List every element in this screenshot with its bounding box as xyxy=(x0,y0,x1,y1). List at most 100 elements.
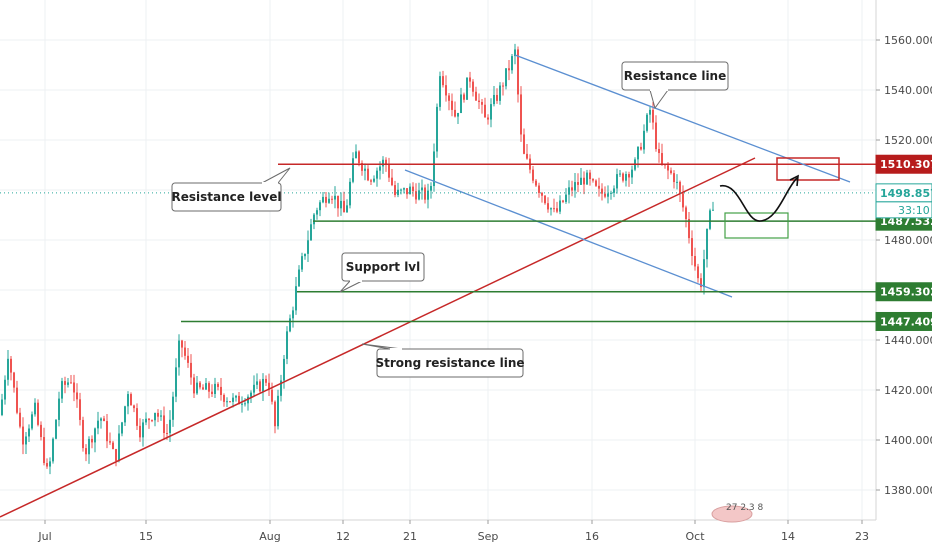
x-tick-label: 12 xyxy=(336,530,350,543)
candle-body xyxy=(121,422,123,434)
candle-body xyxy=(493,94,495,105)
candle-body xyxy=(466,77,468,100)
x-tick-label: 23 xyxy=(855,530,869,543)
candle-body xyxy=(595,180,597,186)
candle-body xyxy=(649,109,651,115)
target-box-red xyxy=(776,157,840,181)
candle-body xyxy=(160,415,162,417)
candle-body xyxy=(700,278,702,288)
candle-body xyxy=(406,188,408,195)
candle-body xyxy=(322,196,324,203)
candle-body xyxy=(619,173,621,175)
candle-body xyxy=(523,134,525,154)
countdown-text: 33:10 xyxy=(898,204,930,217)
candle-body xyxy=(328,198,330,203)
candle-body xyxy=(130,394,132,406)
candle-body xyxy=(409,186,411,195)
candle-body xyxy=(607,193,609,197)
countdown-label: 33:10 xyxy=(875,201,932,219)
y-tick-label: 1540.000 xyxy=(884,84,932,97)
candle-body xyxy=(16,387,18,413)
price-axis[interactable] xyxy=(876,0,932,520)
candle-body xyxy=(364,168,366,171)
candle-body xyxy=(142,422,144,438)
price-label-text: 1447.409 xyxy=(880,315,932,328)
callout-text: Support lvl xyxy=(346,260,421,274)
price-label-text: 1498.857 xyxy=(880,187,932,200)
candle-body xyxy=(355,151,357,159)
candle-body xyxy=(145,418,147,423)
candle-body xyxy=(691,238,693,257)
candle-body xyxy=(424,187,426,200)
candle-body xyxy=(10,358,12,373)
candle-body xyxy=(91,438,93,443)
candle-body xyxy=(430,186,432,191)
candle-body xyxy=(601,188,603,194)
callout-box xyxy=(341,252,425,282)
forecast-arrowhead xyxy=(789,174,799,187)
forecast-curve xyxy=(719,177,798,222)
x-tick-label: 16 xyxy=(585,530,599,543)
candle-body xyxy=(259,381,261,392)
candle-body xyxy=(226,401,228,403)
price-label-1498-857: 1498.857 xyxy=(875,183,932,203)
candle-body xyxy=(670,170,672,174)
candle-body xyxy=(169,419,171,434)
price-label-box xyxy=(875,154,932,174)
candle-body xyxy=(43,437,45,464)
candle-body xyxy=(244,403,246,405)
candle-body xyxy=(418,190,420,200)
candle-body xyxy=(64,381,66,385)
candle-body xyxy=(421,187,423,191)
candle-body xyxy=(49,461,51,467)
candle-body xyxy=(235,395,237,398)
candle-body xyxy=(241,403,243,405)
candle-body xyxy=(532,169,534,181)
candle-body xyxy=(274,401,276,427)
candle-body xyxy=(295,286,297,311)
candle-body xyxy=(445,85,447,96)
callout-text: Resistance line xyxy=(624,69,727,83)
channel-support-line xyxy=(404,169,733,298)
candle-body xyxy=(301,256,303,270)
candle-body xyxy=(577,182,579,185)
candle-body xyxy=(397,189,399,196)
candle-body xyxy=(637,146,639,160)
candle-body xyxy=(679,181,681,194)
candle-body xyxy=(478,100,480,103)
candle-body xyxy=(616,174,618,189)
candle-body xyxy=(520,94,522,135)
candle-body xyxy=(265,378,267,383)
callout-resistance-line: Resistance line xyxy=(621,61,729,110)
chart-grid xyxy=(0,0,876,520)
candle-body xyxy=(457,112,459,117)
candle-body xyxy=(460,94,462,113)
candle-body xyxy=(178,340,180,368)
candle-body xyxy=(61,381,63,399)
candle-body xyxy=(682,193,684,208)
candle-body xyxy=(703,259,705,288)
callout-text: Resistance level xyxy=(172,190,282,204)
candle-body xyxy=(469,77,471,82)
candle-body xyxy=(553,208,555,210)
candle-body xyxy=(103,418,105,422)
x-tick-label: 21 xyxy=(403,530,417,543)
candle-body xyxy=(499,85,501,101)
candle-body xyxy=(454,109,456,117)
candle-body xyxy=(550,208,552,210)
candle-body xyxy=(562,200,564,202)
candle-body xyxy=(592,179,594,181)
candle-body xyxy=(505,68,507,87)
candle-body xyxy=(646,114,648,131)
candle-body xyxy=(31,414,33,429)
candle-body xyxy=(391,177,393,186)
candle-body xyxy=(502,85,504,87)
candle-body xyxy=(127,394,129,407)
y-tick-label: 1380.000 xyxy=(884,484,932,497)
candle-body xyxy=(133,405,135,409)
callout-strong-resistance-line: Strong resistance line xyxy=(361,343,525,378)
candle-body xyxy=(208,383,210,392)
candle-body xyxy=(1,399,3,415)
candle-body xyxy=(223,394,225,402)
